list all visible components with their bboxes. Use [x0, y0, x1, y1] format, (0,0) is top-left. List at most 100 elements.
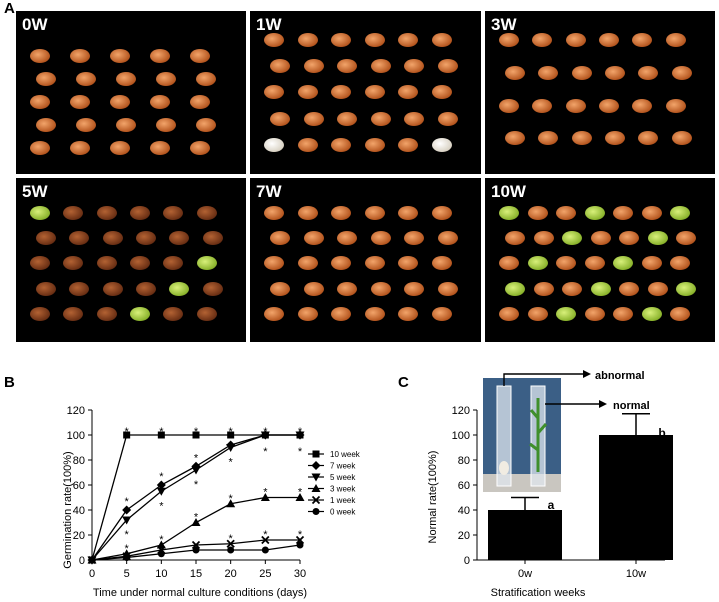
seed-image: [499, 256, 519, 271]
data-point: [123, 554, 131, 561]
data-point: [157, 431, 165, 439]
significance-star: *: [298, 446, 303, 458]
seed-image: [590, 281, 611, 296]
x-tick-label: 30: [294, 568, 306, 580]
data-point: [156, 480, 166, 490]
seed-image: [556, 256, 577, 271]
seed-image: [196, 306, 217, 321]
seed-image: [190, 141, 210, 155]
seed-image: [404, 111, 424, 126]
seed-image: [605, 65, 625, 80]
seed-image: [136, 281, 156, 296]
data-point: [123, 431, 131, 439]
seed-image: [431, 256, 452, 271]
significance-star: *: [125, 543, 130, 555]
seed-image: [437, 281, 458, 296]
seed-image: [297, 306, 318, 321]
significance-star: *: [194, 479, 199, 491]
legend-label: 0 week: [330, 508, 356, 517]
seed-image: [398, 85, 418, 100]
significance-star: *: [194, 512, 199, 524]
seed-image: [499, 33, 519, 47]
seed-image: [130, 306, 150, 321]
seed-image: [364, 306, 385, 321]
data-point: [191, 518, 201, 526]
seed-image: [163, 256, 184, 271]
seed-image: [150, 141, 170, 155]
seed-image: [303, 281, 324, 296]
seed-image: [196, 72, 216, 86]
seed-image: [533, 281, 554, 296]
seed-image: [70, 95, 90, 109]
seed-image: [96, 306, 117, 321]
data-point: [226, 539, 235, 548]
seed-image: [102, 281, 123, 296]
seed-image: [613, 256, 634, 271]
seed-image: [196, 206, 217, 220]
seed-image: [665, 98, 686, 113]
y-axis-label: Normal rate(100%): [427, 451, 439, 544]
seed-image: [36, 118, 56, 132]
seed-image: [76, 118, 96, 132]
seed-image: [431, 306, 452, 321]
seed-image: [30, 141, 50, 155]
seed-image: [638, 65, 659, 80]
y-tick-label: 80: [73, 455, 85, 467]
y-axis-label: Germination rate(100%): [62, 451, 74, 568]
seed-image: [527, 306, 548, 321]
seed-image: [370, 281, 391, 296]
seed-image: [364, 33, 385, 47]
seed-image: [69, 231, 90, 246]
significance-star: *: [159, 534, 164, 546]
data-point: [192, 546, 200, 554]
legend-label: 10 week: [330, 450, 360, 459]
significance-star: *: [263, 487, 268, 499]
seed-image: [499, 206, 519, 220]
inset-label-normal: normal: [613, 400, 650, 412]
seed-image: [70, 141, 90, 155]
seed-image: [647, 281, 668, 296]
panel-letter-c: C: [398, 374, 409, 391]
seed-image: [505, 231, 525, 246]
panel-letter-b: B: [4, 374, 15, 391]
seed-image: [404, 59, 424, 74]
x-tick-label: 5: [124, 568, 130, 580]
seed-image: [398, 256, 418, 271]
seed-image: [532, 98, 553, 113]
seed-image: [150, 49, 170, 63]
seed-image: [337, 59, 357, 74]
seed-image: [303, 111, 324, 126]
seed-image: [202, 281, 223, 296]
seed-image: [270, 111, 290, 126]
seed-image: [584, 206, 605, 220]
seed-image: [398, 33, 418, 47]
seed-image: [499, 98, 519, 113]
seed-image: [337, 231, 357, 246]
data-point: [157, 550, 165, 558]
significance-star: *: [229, 533, 234, 545]
x-axis-label: Stratification weeks: [491, 587, 586, 599]
seed-image: [670, 256, 691, 271]
seed-image: [565, 98, 586, 113]
seed-image: [431, 85, 452, 100]
seed-image: [264, 137, 284, 152]
bar: [599, 435, 673, 560]
seed-image: [565, 33, 586, 47]
legend-label: 1 week: [330, 496, 356, 505]
photo-label: 0W: [22, 15, 48, 34]
bar: [488, 510, 562, 560]
seed-image: [110, 95, 130, 109]
x-tick-label: 10w: [626, 568, 646, 580]
seed-image: [190, 95, 210, 109]
seed-image: [364, 137, 385, 152]
seed-image: [297, 33, 318, 47]
seed-image: [264, 206, 284, 220]
seed-image: [136, 231, 156, 246]
seed-image: [63, 256, 84, 271]
legend-marker: [311, 495, 321, 505]
seed-image: [156, 118, 176, 132]
seed-image: [404, 231, 424, 246]
seed-image: [665, 33, 686, 47]
seed-image: [370, 111, 391, 126]
